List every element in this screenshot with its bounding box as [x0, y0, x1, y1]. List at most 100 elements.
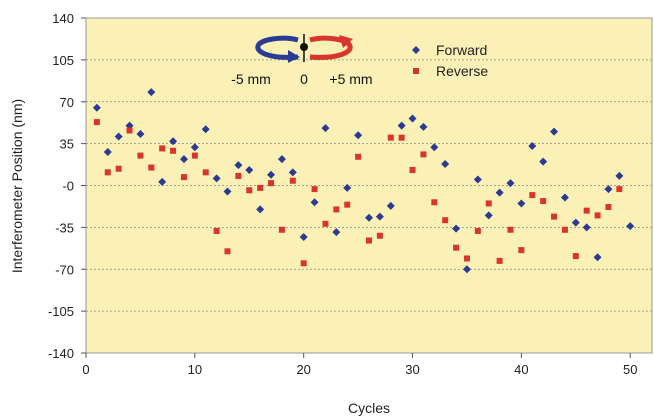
reverse-point	[594, 212, 601, 219]
x-tick-label: 50	[623, 362, 637, 377]
forward-point	[310, 198, 319, 207]
forward-point	[626, 222, 635, 231]
reverse-point	[170, 147, 177, 154]
forward-point	[201, 125, 210, 134]
reverse-point	[561, 226, 568, 233]
reverse-point	[551, 213, 558, 220]
forward-point	[430, 143, 439, 152]
rotation-center-dot	[300, 43, 308, 51]
legend-reverse-label: Reverse	[436, 63, 488, 79]
forward-point	[419, 122, 428, 131]
forward-point	[343, 183, 352, 192]
y-tick-label: 70	[60, 95, 74, 110]
reverse-point	[409, 166, 416, 173]
reverse-point	[322, 220, 329, 227]
reverse-point	[235, 172, 242, 179]
forward-point	[495, 188, 504, 197]
counterclockwise-arrowhead-icon	[288, 50, 300, 63]
reverse-point	[191, 152, 198, 159]
legend: Forward Reverse	[412, 42, 488, 79]
forward-point	[267, 170, 276, 179]
forward-point	[441, 159, 450, 168]
reverse-point	[126, 127, 133, 134]
reverse-point	[540, 198, 547, 205]
reverse-point	[93, 119, 100, 126]
reverse-point	[518, 247, 525, 254]
forward-point	[517, 199, 526, 208]
reverse-point	[387, 134, 394, 141]
forward-point	[582, 223, 591, 232]
forward-point	[408, 114, 417, 123]
inset-minus-label: -5 mm	[231, 71, 271, 87]
forward-point	[245, 165, 254, 174]
forward-point	[212, 174, 221, 183]
reverse-point	[148, 164, 155, 171]
forward-point	[288, 168, 297, 177]
reverse-point	[289, 177, 296, 184]
forward-point	[539, 157, 548, 166]
forward-point	[234, 161, 243, 170]
reverse-point	[355, 153, 362, 160]
forward-point	[321, 124, 330, 133]
reverse-point	[268, 180, 275, 187]
forward-point	[179, 155, 188, 164]
x-tick-label: 20	[296, 362, 310, 377]
x-axis-title: Cycles	[348, 400, 390, 416]
counterclockwise-arrow-icon	[255, 35, 299, 60]
reverse-point	[333, 206, 340, 213]
reverse-point	[496, 257, 503, 264]
reverse-point	[137, 152, 144, 159]
y-tick-label: -0	[62, 179, 74, 194]
y-tick-label: -70	[55, 262, 74, 277]
y-axis-ticks: 140 105 70 35 -0 -35 -70 -105 -140	[48, 11, 86, 361]
forward-point	[256, 205, 265, 214]
rotation-diagram: -5 mm 0 +5 mm	[231, 34, 373, 87]
x-tick-label: 30	[405, 362, 419, 377]
forward-point	[147, 88, 156, 97]
reverse-point	[213, 227, 220, 234]
legend-reverse-marker	[413, 68, 419, 74]
legend-forward-label: Forward	[436, 42, 487, 58]
reverse-point	[300, 260, 307, 267]
reverse-point	[463, 255, 470, 262]
reverse-point	[180, 174, 187, 181]
forward-point	[528, 142, 537, 151]
forward-point	[550, 127, 559, 136]
reverse-point	[442, 217, 449, 224]
forward-point	[604, 185, 613, 194]
reverse-point	[507, 226, 514, 233]
data-points	[92, 88, 635, 274]
inset-plus-label: +5 mm	[329, 71, 372, 87]
forward-point	[375, 212, 384, 221]
forward-point	[223, 187, 232, 196]
reverse-point	[366, 237, 372, 244]
y-tick-label: -105	[48, 304, 74, 319]
x-axis-ticks: 0 10 20 30 40 50	[82, 353, 637, 377]
y-tick-label: -35	[55, 220, 74, 235]
forward-point	[365, 213, 373, 222]
plot-area	[85, 17, 653, 354]
forward-point	[136, 130, 145, 139]
reverse-point	[257, 184, 264, 191]
reverse-point	[344, 201, 351, 208]
reverse-point	[104, 169, 111, 176]
reverse-point	[224, 248, 231, 255]
reverse-point	[485, 200, 492, 207]
clockwise-arrowhead-icon	[339, 35, 353, 48]
forward-point	[593, 253, 602, 262]
x-tick-label: 0	[82, 362, 89, 377]
y-axis-title: Interferometer Position (nm)	[9, 99, 25, 273]
reverse-point	[529, 192, 536, 199]
clockwise-arrow-icon	[309, 35, 353, 60]
forward-point	[158, 177, 167, 186]
reverse-point	[202, 169, 209, 176]
y-tick-label: 140	[52, 11, 74, 26]
legend-forward-marker	[412, 46, 420, 54]
forward-point	[473, 175, 482, 184]
reverse-point	[474, 227, 481, 234]
forward-point	[571, 218, 580, 227]
forward-point	[103, 148, 112, 156]
reverse-point	[311, 186, 318, 193]
y-tick-label: 35	[60, 137, 74, 152]
forward-point	[190, 143, 199, 152]
